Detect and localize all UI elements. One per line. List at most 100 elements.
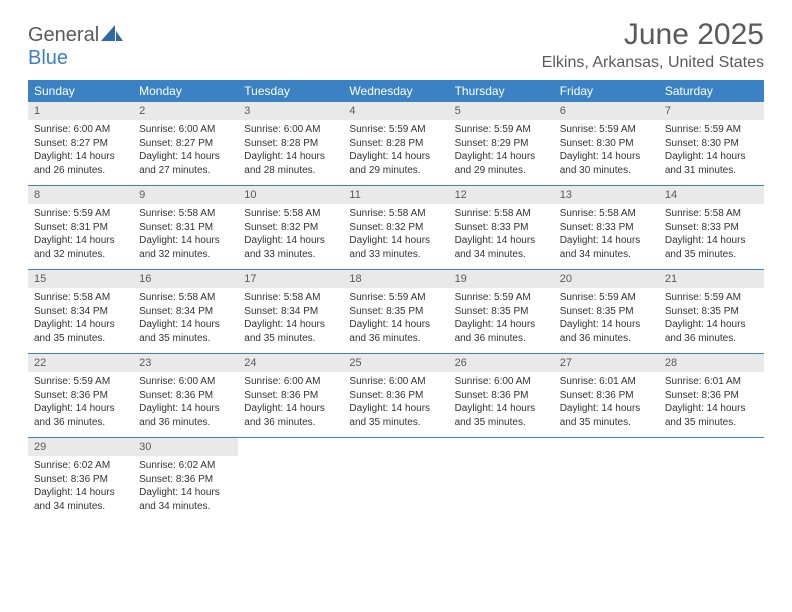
day-number-cell: 13 xyxy=(554,186,659,204)
day-number: 27 xyxy=(560,357,572,369)
day-d1: Daylight: 14 hours xyxy=(244,150,337,164)
day-number: 12 xyxy=(455,189,467,201)
title-block: June 2025 Elkins, Arkansas, United State… xyxy=(542,18,764,72)
day-ss: Sunset: 8:35 PM xyxy=(665,305,758,319)
calendar-body: 1234567 Sunrise: 6:00 AM Sunset: 8:27 PM Da… xyxy=(28,102,764,521)
day-number-cell: 7 xyxy=(659,102,764,120)
day-body-cell: Sunrise: 5:59 AMSunset: 8:36 PMDaylight:… xyxy=(28,372,133,438)
day-number-cell: 20 xyxy=(554,270,659,288)
day-number-cell: 10 xyxy=(238,186,343,204)
day-d2: and 36 minutes. xyxy=(244,416,337,430)
day-d1: Daylight: 14 hours xyxy=(455,234,548,248)
day-number-cell: 14 xyxy=(659,186,764,204)
day-sr: Sunrise: 6:00 AM xyxy=(244,375,337,389)
day-body-cell: Sunrise: 6:00 AMSunset: 8:27 PMDaylight:… xyxy=(133,120,238,186)
day-body-cell: Sunrise: 5:58 AMSunset: 8:32 PMDaylight:… xyxy=(238,204,343,270)
day-ss: Sunset: 8:30 PM xyxy=(665,137,758,151)
daybody-row: Sunrise: 6:00 AM Sunset: 8:27 PM Daylight:… xyxy=(28,120,764,186)
day-d1: Daylight: 14 hours xyxy=(665,234,758,248)
day-sr: Sunrise: 5:59 AM xyxy=(455,123,548,137)
day-number-cell: 12 xyxy=(449,186,554,204)
day-d2: and 35 minutes. xyxy=(34,332,127,346)
day-sr: Sunrise: 5:58 AM xyxy=(34,291,127,305)
day-body-cell xyxy=(238,456,343,521)
day-ss: Sunset: 8:32 PM xyxy=(349,221,442,235)
day-sr: Sunrise: 5:59 AM xyxy=(34,375,127,389)
day-number-cell xyxy=(659,438,764,456)
daynum-row: 15161718192021 xyxy=(28,270,764,288)
day-d2: and 35 minutes. xyxy=(665,248,758,262)
daybody-row: Sunrise: 6:02 AMSunset: 8:36 PMDaylight:… xyxy=(28,456,764,521)
day-ss: Sunset: 8:36 PM xyxy=(244,389,337,403)
day-number: 13 xyxy=(560,189,572,201)
day-d1: Daylight: 14 hours xyxy=(455,402,548,416)
dow-friday: Friday xyxy=(554,80,659,102)
day-sr: Sunrise: 5:59 AM xyxy=(455,291,548,305)
day-number: 25 xyxy=(349,357,361,369)
day-number: 22 xyxy=(34,357,46,369)
daybody-row: Sunrise: 5:59 AMSunset: 8:36 PMDaylight:… xyxy=(28,372,764,438)
day-body-cell: Sunrise: 6:02 AMSunset: 8:36 PMDaylight:… xyxy=(133,456,238,521)
dow-saturday: Saturday xyxy=(659,80,764,102)
day-number: 20 xyxy=(560,273,572,285)
day-ss: Sunset: 8:27 PM xyxy=(34,137,127,151)
day-d2: and 29 minutes. xyxy=(455,164,548,178)
day-d1: Daylight: 14 hours xyxy=(560,318,653,332)
day-body-cell xyxy=(659,456,764,521)
day-d1: Daylight: 14 hours xyxy=(349,402,442,416)
day-d1: Daylight: 14 hours xyxy=(34,234,127,248)
day-d1: Daylight: 14 hours xyxy=(34,402,127,416)
day-body-cell: Sunrise: 5:59 AMSunset: 8:35 PMDaylight:… xyxy=(554,288,659,354)
daynum-row: 1234567 xyxy=(28,102,764,120)
day-body-cell: Sunrise: 5:58 AMSunset: 8:33 PMDaylight:… xyxy=(554,204,659,270)
day-ss: Sunset: 8:34 PM xyxy=(34,305,127,319)
day-d1: Daylight: 14 hours xyxy=(139,318,232,332)
day-number-cell: 29 xyxy=(28,438,133,456)
day-d1: Daylight: 14 hours xyxy=(139,402,232,416)
day-sr: Sunrise: 6:00 AM xyxy=(139,375,232,389)
day-sr: Sunrise: 6:00 AM xyxy=(349,375,442,389)
day-d1: Daylight: 14 hours xyxy=(139,486,232,500)
daynum-row: 891011121314 xyxy=(28,186,764,204)
day-number-cell xyxy=(343,438,448,456)
day-number-cell: 25 xyxy=(343,354,448,372)
dow-row: Sunday Monday Tuesday Wednesday Thursday… xyxy=(28,80,764,102)
day-sr: Sunrise: 6:02 AM xyxy=(139,459,232,473)
day-number-cell xyxy=(449,438,554,456)
day-d2: and 36 minutes. xyxy=(349,332,442,346)
brand-part1: General xyxy=(28,24,99,46)
day-number-cell: 4 xyxy=(343,102,448,120)
day-body-cell: Sunrise: 5:58 AMSunset: 8:33 PMDaylight:… xyxy=(659,204,764,270)
day-number-cell: 27 xyxy=(554,354,659,372)
day-sr: Sunrise: 5:58 AM xyxy=(139,207,232,221)
day-d1: Daylight: 14 hours xyxy=(244,234,337,248)
day-sr: Sunrise: 6:02 AM xyxy=(34,459,127,473)
day-number: 15 xyxy=(34,273,46,285)
day-body-cell: Sunrise: 5:59 AMSunset: 8:28 PMDaylight:… xyxy=(343,120,448,186)
day-ss: Sunset: 8:36 PM xyxy=(34,473,127,487)
calendar-page: General Blue June 2025 Elkins, Arkansas,… xyxy=(0,0,792,539)
dow-tuesday: Tuesday xyxy=(238,80,343,102)
day-sr: Sunrise: 5:58 AM xyxy=(139,291,232,305)
day-d1: Daylight: 14 hours xyxy=(139,234,232,248)
day-sr: Sunrise: 6:01 AM xyxy=(665,375,758,389)
day-body-cell: Sunrise: 6:00 AMSunset: 8:27 PMDaylight:… xyxy=(28,120,133,186)
day-number: 8 xyxy=(34,189,40,201)
day-d2: and 31 minutes. xyxy=(665,164,758,178)
day-d2: and 36 minutes. xyxy=(665,332,758,346)
day-d2: and 34 minutes. xyxy=(560,248,653,262)
day-body-cell: Sunrise: 5:58 AMSunset: 8:34 PMDaylight:… xyxy=(133,288,238,354)
logo-text: General Blue xyxy=(28,24,123,70)
day-body-cell: Sunrise: 6:01 AMSunset: 8:36 PMDaylight:… xyxy=(554,372,659,438)
day-d2: and 33 minutes. xyxy=(349,248,442,262)
day-d2: and 35 minutes. xyxy=(455,416,548,430)
day-ss: Sunset: 8:36 PM xyxy=(34,389,127,403)
day-ss: Sunset: 8:30 PM xyxy=(560,137,653,151)
day-d2: and 26 minutes. xyxy=(34,164,127,178)
day-body-cell: Sunrise: 6:00 AMSunset: 8:36 PMDaylight:… xyxy=(343,372,448,438)
day-sr: Sunrise: 6:00 AM xyxy=(455,375,548,389)
day-sr: Sunrise: 6:00 AM xyxy=(139,123,232,137)
day-d2: and 34 minutes. xyxy=(455,248,548,262)
day-number: 28 xyxy=(665,357,677,369)
month-title: June 2025 xyxy=(542,18,764,52)
